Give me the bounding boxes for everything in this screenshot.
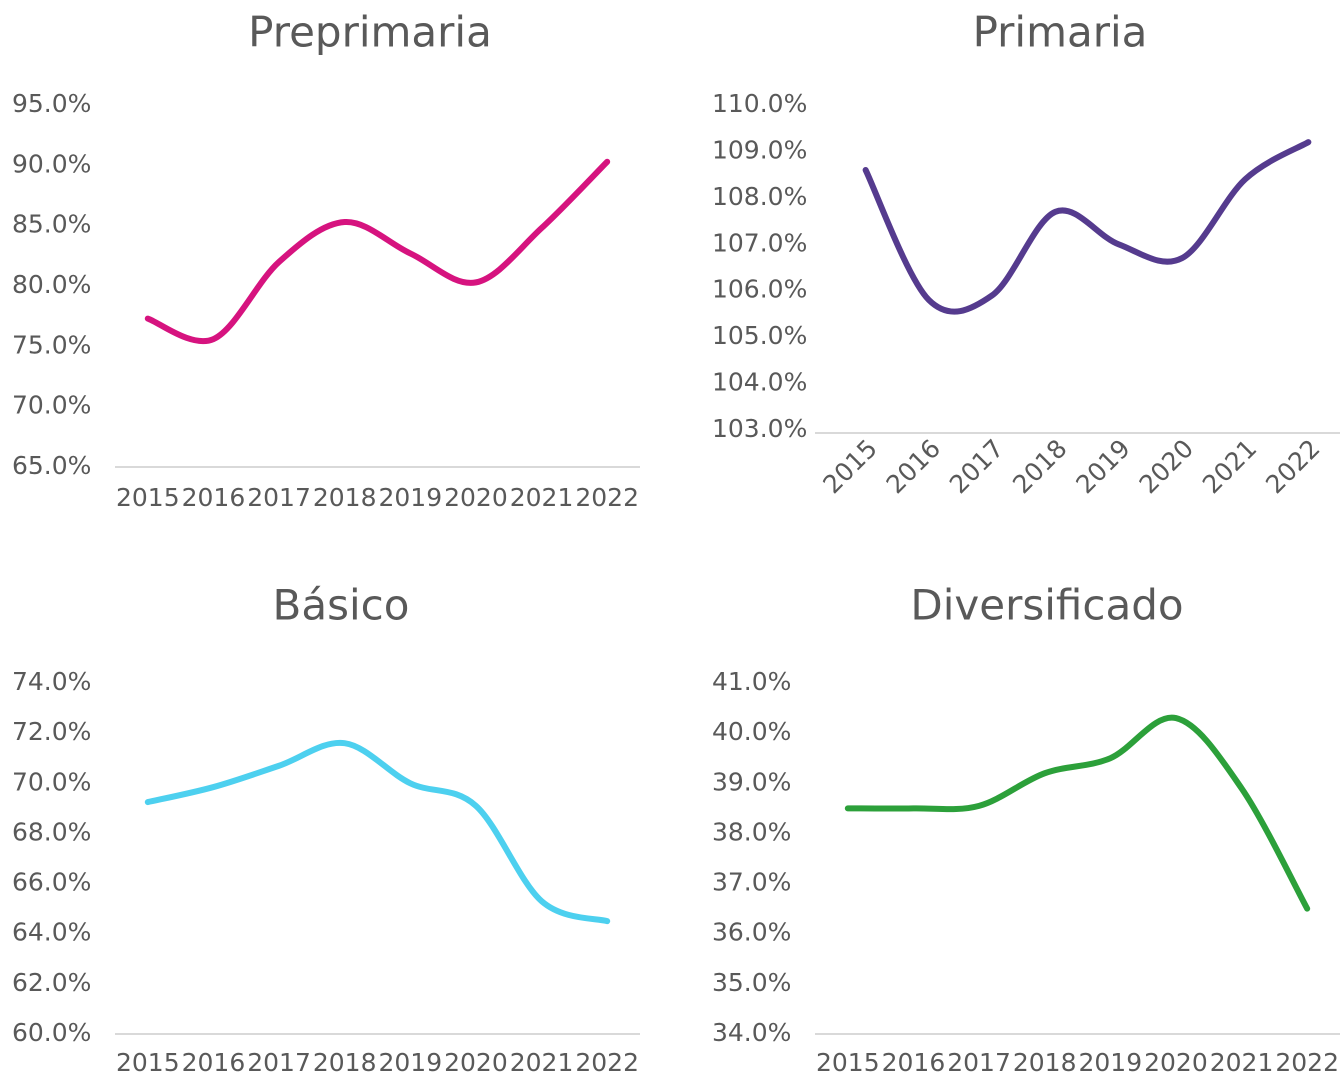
- y-tick-label: 34.0%: [712, 1018, 791, 1047]
- y-tick-label: 37.0%: [712, 868, 791, 897]
- y-tick-label: 104.0%: [712, 368, 807, 397]
- y-tick-label: 75.0%: [12, 330, 91, 359]
- x-tick-label: 2017: [247, 1048, 311, 1076]
- y-tick-label: 39.0%: [712, 767, 791, 796]
- x-tick-label: 2016: [882, 1048, 946, 1076]
- y-tick-label: 109.0%: [712, 135, 807, 164]
- chart-title: Preprimaria: [248, 8, 492, 57]
- x-tick-label: 2017: [247, 483, 311, 512]
- x-tick-label: 2018: [1013, 1048, 1077, 1076]
- x-tick-label: 2018: [313, 483, 377, 512]
- x-tick-label: 2016: [182, 483, 246, 512]
- y-tick-label: 74.0%: [12, 667, 91, 696]
- y-tick-label: 103.0%: [712, 414, 807, 443]
- y-tick-label: 90.0%: [12, 149, 91, 178]
- x-tick-label: 2015: [116, 1048, 180, 1076]
- y-tick-label: 110.0%: [712, 89, 807, 118]
- y-tick-label: 80.0%: [12, 270, 91, 299]
- x-tick-label: 2015: [116, 483, 180, 512]
- x-tick-label: 2020: [444, 1048, 508, 1076]
- x-tick-label: 2019: [379, 1048, 443, 1076]
- y-tick-label: 41.0%: [712, 667, 791, 696]
- x-tick-label: 2017: [947, 1048, 1011, 1076]
- x-tick-label: 2020: [1134, 434, 1199, 499]
- y-tick-label: 64.0%: [12, 918, 91, 947]
- x-tick-label: 2019: [1079, 1048, 1143, 1076]
- x-tick-label: 2016: [182, 1048, 246, 1076]
- y-tick-label: 68.0%: [12, 817, 91, 846]
- x-tick-label: 2022: [1260, 434, 1325, 499]
- x-tick-label: 2015: [816, 1048, 880, 1076]
- y-tick-label: 108.0%: [712, 182, 807, 211]
- y-tick-label: 62.0%: [12, 968, 91, 997]
- chart-title: Básico: [273, 581, 410, 630]
- x-tick-label: 2021: [510, 483, 574, 512]
- y-tick-label: 85.0%: [12, 210, 91, 239]
- x-tick-label: 2018: [313, 1048, 377, 1076]
- y-tick-label: 95.0%: [12, 89, 91, 118]
- y-tick-label: 70.0%: [12, 767, 91, 796]
- x-tick-label: 2020: [1144, 1048, 1208, 1076]
- y-tick-label: 105.0%: [712, 321, 807, 350]
- chart-title: Diversificado: [910, 581, 1183, 630]
- y-tick-label: 72.0%: [12, 717, 91, 746]
- x-tick-label: 2021: [510, 1048, 574, 1076]
- x-tick-label: 2020: [444, 483, 508, 512]
- y-tick-label: 40.0%: [712, 717, 791, 746]
- line-series: [144, 158, 611, 344]
- y-tick-label: 66.0%: [12, 868, 91, 897]
- x-tick-label: 2015: [817, 434, 882, 499]
- line-series: [144, 739, 611, 925]
- line-series: [862, 139, 1312, 315]
- y-tick-label: 106.0%: [712, 275, 807, 304]
- x-tick-label: 2021: [1197, 434, 1262, 499]
- x-tick-label: 2022: [1275, 1048, 1339, 1076]
- chart-title: Primaria: [973, 8, 1148, 57]
- y-tick-label: 36.0%: [712, 918, 791, 947]
- x-tick-label: 2016: [881, 434, 946, 499]
- line-series: [844, 714, 1311, 912]
- y-tick-label: 107.0%: [712, 228, 807, 257]
- x-tick-label: 2022: [575, 1048, 639, 1076]
- x-tick-label: 2021: [1210, 1048, 1274, 1076]
- y-tick-label: 38.0%: [712, 817, 791, 846]
- y-tick-label: 65.0%: [12, 451, 91, 480]
- x-tick-label: 2019: [379, 483, 443, 512]
- y-tick-label: 70.0%: [12, 391, 91, 420]
- x-tick-label: 2019: [1070, 434, 1135, 499]
- y-tick-label: 35.0%: [712, 968, 791, 997]
- y-tick-label: 60.0%: [12, 1018, 91, 1047]
- x-tick-label: 2022: [575, 483, 639, 512]
- x-tick-label: 2017: [944, 434, 1009, 499]
- x-tick-label: 2018: [1007, 434, 1072, 499]
